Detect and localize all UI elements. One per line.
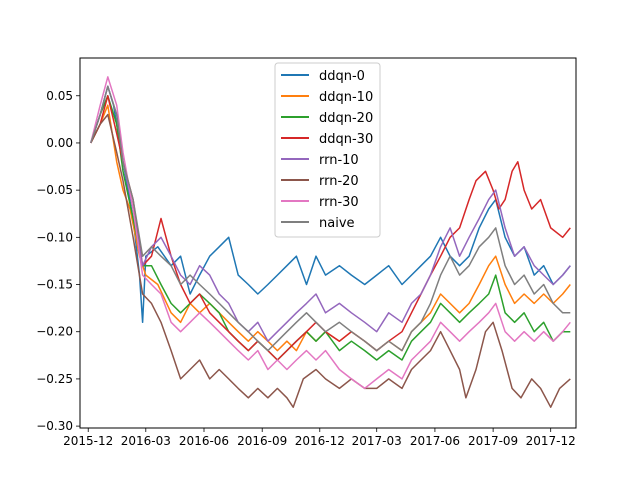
- series-line-rrn-20: [90, 113, 571, 408]
- x-tick-label: 2016-03: [121, 434, 171, 448]
- x-tick-label: 2015-12: [63, 434, 113, 448]
- y-tick-label: −0.15: [36, 278, 73, 292]
- series-lines: [90, 76, 571, 408]
- legend-label-ddqn-10: ddqn-10: [319, 90, 373, 105]
- x-tick-label: 2017-06: [410, 434, 460, 448]
- x-tick-label: 2017-12: [526, 434, 576, 448]
- legend-label-ddqn-0: ddqn-0: [319, 69, 365, 84]
- y-tick-label: 0.00: [46, 136, 73, 150]
- legend-label-rrn-10: rrn-10: [319, 153, 359, 168]
- series-line-rrn-30: [90, 76, 571, 390]
- y-tick-label: −0.30: [36, 419, 73, 433]
- x-tick-label: 2016-12: [295, 434, 345, 448]
- series-line-ddqn-0: [90, 85, 571, 324]
- y-tick-label: −0.20: [36, 325, 73, 339]
- legend-label-ddqn-30: ddqn-30: [319, 132, 373, 147]
- x-axis: 2015-12 2016-03 2016-06 2016-09 2016-12 2017-…: [63, 428, 576, 448]
- x-tick-label: 2017-03: [352, 434, 402, 448]
- series-line-ddqn-20: [90, 95, 571, 361]
- legend-label-rrn-30: rrn-30: [319, 195, 359, 210]
- legend-label-naive: naive: [319, 216, 355, 231]
- series-line-rrn-10: [90, 85, 571, 342]
- series-line-naive: [90, 85, 571, 352]
- y-tick-label: 0.05: [46, 89, 73, 103]
- legend-label-ddqn-20: ddqn-20: [319, 111, 373, 126]
- legend-label-rrn-20: rrn-20: [319, 174, 359, 189]
- y-tick-label: −0.25: [36, 372, 73, 386]
- plot-frame: [79, 57, 577, 429]
- x-tick-label: 2016-09: [237, 434, 287, 448]
- y-axis: 0.05 0.00 −0.05 −0.10 −0.15 −0.20 −0.25 −0.30: [36, 89, 80, 433]
- x-tick-label: 2017-09: [468, 434, 518, 448]
- y-tick-label: −0.05: [36, 183, 73, 197]
- legend: ddqn-0 ddqn-10 ddqn-20 ddqn-30 rrn-10 rrn-20 r…: [274, 62, 381, 238]
- y-tick-label: −0.10: [36, 230, 73, 244]
- x-tick-label: 2016-06: [179, 434, 229, 448]
- series-line-ddqn-30: [90, 95, 571, 361]
- legend-box: [274, 62, 381, 238]
